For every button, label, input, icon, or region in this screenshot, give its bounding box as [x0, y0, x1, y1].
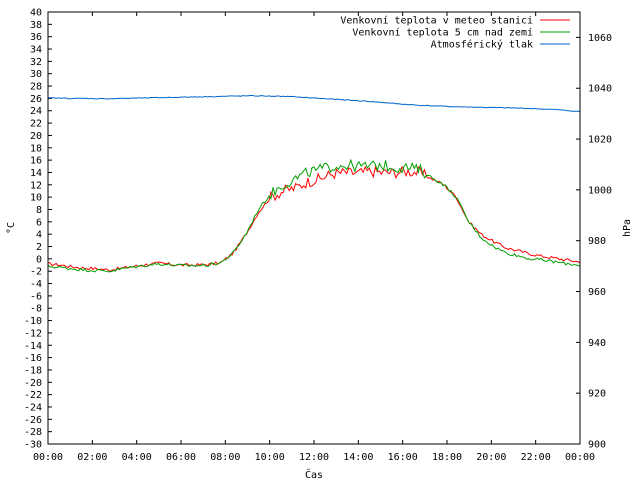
- x-axis-label: Čas: [305, 468, 323, 480]
- y-tick-label: 30: [30, 69, 42, 80]
- y-tick-label: 8: [36, 205, 42, 216]
- series-line: [47, 95, 581, 113]
- legend-label: Venkovní teplota v meteo stanici: [340, 15, 533, 27]
- y2-tick-label: 1020: [588, 135, 612, 146]
- legend: Venkovní teplota v meteo staniciVenkovní…: [340, 15, 570, 51]
- series-layer: [47, 95, 581, 273]
- axis-ticks: 00:00 02:00 04:00 06:00 08:00 10:00 12:00 14:00…: [24, 8, 612, 464]
- x-tick-label: 18:00: [432, 452, 462, 463]
- y2-tick-label: 1000: [588, 185, 612, 196]
- x-tick-label: 14:00: [343, 452, 373, 463]
- y-tick-label: -20: [24, 378, 42, 389]
- y-tick-label: -24: [24, 402, 42, 413]
- y-tick-label: -26: [24, 415, 42, 426]
- y-tick-label: 24: [30, 106, 42, 117]
- x-tick-label: 00:00: [565, 452, 595, 463]
- y-tick-label: 10: [30, 193, 42, 204]
- y-tick-label: 40: [30, 8, 42, 19]
- y-tick-label: 28: [30, 82, 42, 93]
- y-tick-label: 16: [30, 156, 42, 167]
- series-line: [47, 158, 580, 273]
- y-tick-label: -10: [24, 316, 42, 327]
- y-tick-label: 36: [30, 32, 42, 43]
- y-tick-label: -22: [24, 390, 42, 401]
- y2-tick-label: 960: [588, 287, 606, 298]
- y-tick-label: 18: [30, 143, 42, 154]
- y-tick-label: -4: [30, 279, 42, 290]
- y2-tick-label: 900: [588, 440, 606, 451]
- legend-label: Atmosférický tlak: [431, 39, 533, 51]
- y-tick-label: 20: [30, 131, 42, 142]
- y-tick-label: -18: [24, 365, 42, 376]
- y-tick-label: -6: [30, 291, 42, 302]
- y-tick-label: -16: [24, 353, 42, 364]
- y2-tick-label: 920: [588, 389, 606, 400]
- x-tick-label: 06:00: [166, 452, 196, 463]
- y2-tick-label: 1060: [588, 33, 612, 44]
- x-tick-label: 22:00: [521, 452, 551, 463]
- y-tick-label: 12: [30, 180, 42, 191]
- y-tick-label: 32: [30, 57, 42, 68]
- plot-frame: [47, 11, 581, 445]
- y-tick-label: 6: [36, 217, 42, 228]
- x-tick-label: 02:00: [77, 452, 107, 463]
- x-tick-label: 10:00: [255, 452, 285, 463]
- legend-label: Venkovní teplota 5 cm nad zemí: [352, 27, 533, 39]
- y-axis-label: °C: [6, 222, 17, 234]
- x-tick-label: 12:00: [299, 452, 329, 463]
- y-tick-label: 0: [36, 254, 42, 265]
- y-tick-label: -28: [24, 427, 42, 438]
- x-tick-label: 20:00: [476, 452, 506, 463]
- x-tick-label: 04:00: [122, 452, 152, 463]
- y-tick-label: -30: [24, 440, 42, 451]
- y-tick-label: -12: [24, 328, 42, 339]
- x-tick-label: 16:00: [388, 452, 418, 463]
- y2-tick-label: 1040: [588, 84, 612, 95]
- y-tick-label: -2: [30, 267, 42, 278]
- y-tick-label: -14: [24, 341, 42, 352]
- y-tick-label: -8: [30, 304, 42, 315]
- y2-tick-label: 980: [588, 236, 606, 247]
- y-tick-label: 38: [30, 20, 42, 31]
- y-tick-label: 26: [30, 94, 42, 105]
- y-tick-label: 34: [30, 45, 42, 56]
- y-tick-label: 2: [36, 242, 42, 253]
- y2-tick-label: 940: [588, 338, 606, 349]
- x-tick-label: 08:00: [210, 452, 240, 463]
- y-tick-label: 22: [30, 119, 42, 130]
- series-line: [47, 165, 581, 272]
- y2-axis-label: hPa: [622, 219, 633, 237]
- y-tick-label: 14: [30, 168, 42, 179]
- x-tick-label: 00:00: [33, 452, 63, 463]
- y-tick-label: 4: [36, 230, 42, 241]
